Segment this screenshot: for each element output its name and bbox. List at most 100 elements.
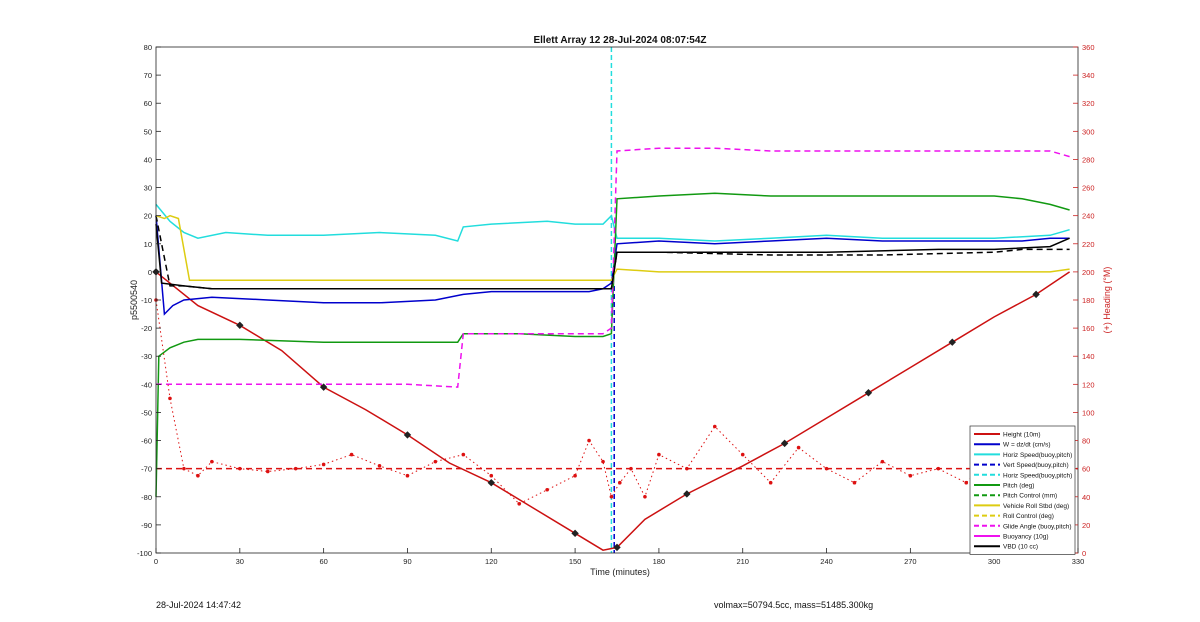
y-tick-label: 10 bbox=[144, 240, 152, 249]
series-heading-point bbox=[196, 473, 200, 478]
chart-legend: Height (10m) W = dz/dt (cm/s) Horiz Speed(… bbox=[969, 425, 1076, 555]
y-tick-label: 20 bbox=[144, 212, 152, 221]
y2-tick-label: 80 bbox=[1082, 437, 1090, 446]
x-tick-label: 0 bbox=[154, 557, 158, 566]
x-tick-label: 90 bbox=[403, 557, 411, 566]
y2-tick-label: 240 bbox=[1082, 212, 1095, 221]
y2-tick-label: 300 bbox=[1082, 127, 1095, 136]
legend-entry-label: Pitch Control (mm) bbox=[1003, 493, 1057, 500]
series-height-line bbox=[155, 271, 1071, 551]
x-tick-label: 240 bbox=[820, 557, 833, 566]
series-w-line bbox=[155, 215, 1070, 316]
series-height-marker bbox=[236, 321, 244, 330]
footer-timestamp: 28-Jul-2024 14:47:42 bbox=[156, 600, 242, 610]
plot-area bbox=[156, 47, 1078, 553]
series-height-marker bbox=[948, 338, 956, 346]
y2-axis-label: (+) Heading (°M) bbox=[1102, 267, 1112, 334]
x-tick-label: 150 bbox=[569, 557, 582, 566]
series-heading-point bbox=[405, 473, 410, 478]
x-tick-label: 270 bbox=[904, 557, 917, 566]
y2-tick-label: 20 bbox=[1082, 521, 1090, 530]
y-tick-label: 50 bbox=[144, 127, 152, 136]
series-height-marker bbox=[571, 529, 579, 538]
x-tick-label: 300 bbox=[988, 557, 1001, 566]
y-tick-label: 0 bbox=[148, 268, 152, 277]
footer-summary: volmax=50794.5cc, mass=51485.300kg bbox=[714, 600, 874, 610]
legend-entry-label: W = dz/dt (cm/s) bbox=[1003, 442, 1051, 449]
y2-tick-label: 320 bbox=[1082, 99, 1095, 108]
legend-entry-label: Glide Angle (buoy,pitch) bbox=[1003, 523, 1072, 530]
y-tick-label: -20 bbox=[141, 324, 152, 333]
y2-tick-label: 280 bbox=[1082, 155, 1095, 164]
series-heading-point bbox=[601, 459, 605, 464]
series-heading-point bbox=[545, 487, 549, 492]
chart-title: Ellett Array 12 28-Jul-2024 08:07:54Z bbox=[533, 35, 706, 46]
y-tick-label: 30 bbox=[144, 184, 152, 193]
legend-entry-label: VBD (10 cc) bbox=[1003, 544, 1038, 551]
series-roll-line bbox=[155, 214, 1070, 282]
y2-tick-label: 120 bbox=[1082, 380, 1095, 389]
legend-entry-label: Horiz Speed(buoy,pitch) bbox=[1003, 472, 1072, 479]
series-heading-point bbox=[824, 466, 829, 471]
x-tick-label: 30 bbox=[236, 557, 244, 566]
series-heading-point bbox=[265, 469, 270, 474]
y-tick-label: -90 bbox=[141, 521, 152, 530]
y-tick-label: -40 bbox=[141, 380, 152, 389]
series-height-marker bbox=[1032, 290, 1040, 299]
y-tick-label: -10 bbox=[141, 296, 152, 305]
y2-tick-label: 100 bbox=[1082, 408, 1095, 417]
x-tick-label: 330 bbox=[1072, 557, 1085, 566]
legend-entry-label: Buoyancy (10g) bbox=[1003, 534, 1049, 541]
series-glide-line bbox=[156, 147, 1070, 388]
y2-tick-label: 40 bbox=[1082, 493, 1090, 502]
y-axis-label: p5500540 bbox=[129, 280, 139, 320]
y2-tick-label: 360 bbox=[1082, 43, 1095, 52]
series-heading-point bbox=[517, 502, 522, 506]
series-pitch-line bbox=[155, 192, 1070, 497]
y2-tick-label: 260 bbox=[1082, 184, 1095, 193]
y-tick-label: 60 bbox=[144, 99, 152, 108]
x-tick-label: 210 bbox=[736, 557, 749, 566]
y-tick-label: -70 bbox=[141, 465, 152, 474]
legend-entry-label: Height (10m) bbox=[1003, 432, 1041, 439]
series-heading-point bbox=[377, 464, 382, 468]
y2-tick-label: 340 bbox=[1082, 71, 1095, 80]
legend-box bbox=[969, 425, 1076, 555]
x-axis-label: Time (minutes) bbox=[590, 567, 650, 577]
legend-entry-label: Horiz Speed(buoy,pitch) bbox=[1003, 452, 1072, 459]
x-tick-label: 180 bbox=[653, 557, 666, 566]
x-tick-label: 60 bbox=[319, 557, 327, 566]
series-height-marker bbox=[403, 431, 412, 439]
series-height-marker bbox=[319, 383, 328, 391]
legend-entry-label: Vert Speed(buoy,pitch) bbox=[1003, 462, 1069, 469]
y2-tick-label: 60 bbox=[1082, 465, 1090, 474]
series-heading-point bbox=[908, 473, 913, 478]
series-heading-point bbox=[643, 494, 647, 499]
x-tick-label: 120 bbox=[485, 557, 498, 566]
y-tick-label: -30 bbox=[141, 352, 152, 361]
y-tick-label: 70 bbox=[144, 71, 152, 80]
legend-entry-label: Pitch (deg) bbox=[1003, 483, 1034, 490]
series-heading-line bbox=[155, 299, 1071, 512]
series-height-marker bbox=[683, 490, 691, 498]
y-tick-label: 80 bbox=[144, 43, 152, 52]
y2-tick-label: 220 bbox=[1082, 240, 1095, 249]
y2-tick-label: 160 bbox=[1082, 324, 1095, 333]
y2-tick-label: 200 bbox=[1082, 268, 1095, 277]
series-heading-point bbox=[936, 466, 941, 471]
y2-tick-label: 180 bbox=[1082, 296, 1095, 305]
series-height-marker bbox=[487, 479, 495, 487]
y-tick-label: -80 bbox=[141, 493, 152, 502]
y-tick-label: -60 bbox=[141, 437, 152, 446]
y-tick-label: -50 bbox=[141, 408, 152, 417]
y-tick-label: -100 bbox=[137, 549, 152, 558]
series-heading-point bbox=[210, 459, 214, 464]
series-height-marker bbox=[613, 543, 621, 552]
y-tick-label: 40 bbox=[144, 155, 152, 164]
series-heading-point bbox=[349, 452, 354, 457]
series-vbd-line bbox=[155, 224, 1070, 290]
y2-tick-label: 0 bbox=[1082, 549, 1086, 558]
legend-entry-label: Vehicle Roll Stbd (deg) bbox=[1003, 503, 1069, 510]
